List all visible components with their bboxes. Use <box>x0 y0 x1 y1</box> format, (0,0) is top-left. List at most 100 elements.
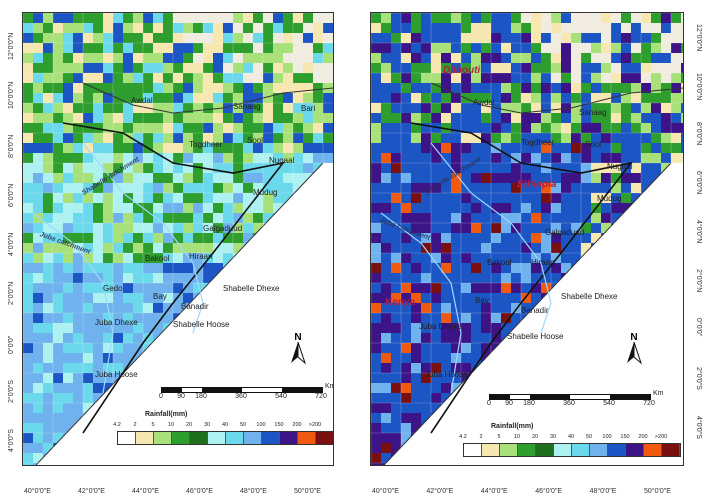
rainfall-cell <box>461 53 471 63</box>
rainfall-cell <box>103 13 113 23</box>
rainfall-cell <box>441 83 451 93</box>
rainfall-cell <box>421 233 431 243</box>
rainfall-cell <box>591 113 601 123</box>
rainfall-cell <box>571 193 581 203</box>
rainfall-cell <box>441 193 451 203</box>
rainfall-cell <box>641 33 651 43</box>
legend-swatch <box>608 444 626 456</box>
region-label-bay: Bay <box>475 296 489 305</box>
rainfall-cell <box>53 393 63 403</box>
rainfall-cell <box>381 193 391 203</box>
rainfall-cell <box>63 293 73 303</box>
rainfall-cell <box>73 353 83 363</box>
rainfall-cell <box>323 123 333 133</box>
rainfall-cell <box>63 373 73 383</box>
rainfall-cell <box>113 103 123 113</box>
rainfall-cell <box>203 93 213 103</box>
rainfall-cell <box>103 233 113 243</box>
rainfall-cell <box>133 153 143 163</box>
rainfall-cell <box>323 93 333 103</box>
rainfall-cell <box>391 43 401 53</box>
rainfall-cell <box>123 223 133 233</box>
northern-coastline <box>430 82 683 114</box>
rainfall-cell <box>421 383 431 393</box>
rainfall-cell <box>253 13 263 23</box>
y-axis-label: 0°0'0" <box>695 318 702 337</box>
rainfall-cell <box>421 203 431 213</box>
rainfall-cell <box>283 183 293 193</box>
rainfall-cell <box>391 273 401 283</box>
rainfall-cell <box>401 83 411 93</box>
rainfall-cell <box>93 303 103 313</box>
rainfall-cell <box>631 133 641 143</box>
rainfall-cell <box>551 263 561 273</box>
rainfall-cell <box>451 333 461 343</box>
rainfall-cell <box>93 373 103 383</box>
rainfall-cell <box>441 353 451 363</box>
rainfall-cell <box>43 143 53 153</box>
rainfall-cell <box>591 33 601 43</box>
rainfall-cell <box>53 123 63 133</box>
legend-class-label: 30 <box>549 434 557 440</box>
rainfall-cell <box>123 113 133 123</box>
rainfall-cell <box>381 163 391 173</box>
rainfall-cell <box>193 113 203 123</box>
rainfall-cell <box>381 83 391 93</box>
rainfall-cell <box>451 33 461 43</box>
rainfall-cell <box>113 363 123 373</box>
rainfall-cell <box>53 383 63 393</box>
rainfall-cell <box>461 333 471 343</box>
rainfall-cell <box>243 103 253 113</box>
rainfall-cell <box>203 173 213 183</box>
rainfall-cell <box>681 133 683 143</box>
rainfall-cell <box>461 203 471 213</box>
rainfall-cell <box>611 113 621 123</box>
scale-bar-segment <box>182 388 202 392</box>
rainfall-cell <box>501 213 511 223</box>
rainfall-cell <box>631 153 641 163</box>
rainfall-cell <box>123 13 133 23</box>
rainfall-cell <box>133 123 143 133</box>
rainfall-cell <box>83 363 93 373</box>
rainfall-cell <box>53 323 63 333</box>
rainfall-cell <box>401 163 411 173</box>
legend-class-label: 20 <box>531 434 539 440</box>
rainfall-cell <box>93 243 103 253</box>
rainfall-cell <box>421 373 431 383</box>
rainfall-cell <box>273 113 283 123</box>
rainfall-cell <box>681 93 683 103</box>
rainfall-cell <box>63 253 73 263</box>
rainfall-cell <box>133 283 143 293</box>
rainfall-cell <box>391 423 401 433</box>
rainfall-cell <box>371 113 381 123</box>
rainfall-cell <box>531 163 541 173</box>
rainfall-cell <box>411 193 421 203</box>
rainfall-cell <box>153 163 163 173</box>
x-axis-label: 40°0'0"E <box>24 488 51 495</box>
rainfall-cell <box>371 33 381 43</box>
rainfall-cell <box>273 93 283 103</box>
rainfall-cell <box>53 433 63 443</box>
rainfall-cell <box>33 153 43 163</box>
rainfall-cell <box>253 223 263 233</box>
rainfall-cell <box>33 413 43 423</box>
rainfall-cell <box>163 313 173 323</box>
rainfall-cell <box>531 83 541 93</box>
rainfall-cell <box>23 253 33 263</box>
rainfall-cell <box>591 123 601 133</box>
rainfall-cell <box>143 253 153 263</box>
rainfall-cell <box>173 243 183 253</box>
rainfall-cell <box>441 263 451 273</box>
legend-class-label: 200 <box>292 422 302 428</box>
rainfall-cell <box>113 323 123 333</box>
rainfall-cell <box>401 93 411 103</box>
rainfall-cell <box>531 53 541 63</box>
rainfall-cell <box>681 43 683 53</box>
rainfall-cell <box>611 193 621 203</box>
rainfall-cell <box>63 143 73 153</box>
rainfall-cell <box>421 393 431 403</box>
rainfall-cell <box>223 163 233 173</box>
rainfall-cell <box>273 53 283 63</box>
rainfall-cell <box>223 83 233 93</box>
rainfall-cell <box>481 293 491 303</box>
